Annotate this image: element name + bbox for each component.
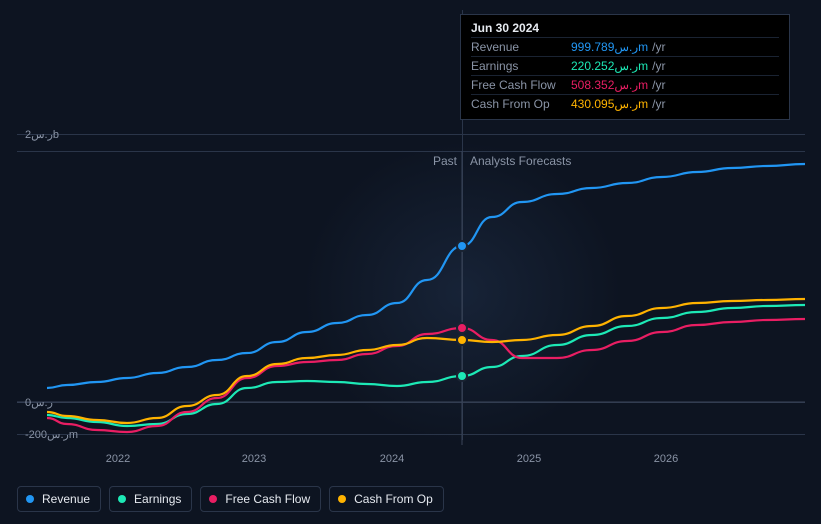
- marker-fcf: [457, 323, 467, 333]
- tooltip-row-unit: /yr: [652, 40, 665, 54]
- x-axis-label: 2023: [242, 453, 266, 465]
- marker-earnings: [457, 371, 467, 381]
- legend-item-fcf[interactable]: Free Cash Flow: [200, 486, 321, 512]
- legend-label: Earnings: [134, 492, 181, 506]
- x-axis-label: 2024: [380, 453, 404, 465]
- tooltip-row-unit: /yr: [652, 78, 665, 92]
- tooltip-row-value: ر.س220.252m: [571, 59, 648, 73]
- x-axis-label: 2025: [517, 453, 541, 465]
- y-axis-label: -ر.س200m: [25, 428, 78, 441]
- tooltip-row-unit: /yr: [652, 59, 665, 73]
- legend-swatch: [118, 495, 126, 503]
- tooltip-row-label: Cash From Op: [471, 97, 571, 111]
- legend-swatch: [338, 495, 346, 503]
- tooltip-row: Free Cash Flowر.س508.352m/yr: [471, 75, 779, 94]
- legend-item-earnings[interactable]: Earnings: [109, 486, 192, 512]
- tooltip-row-label: Revenue: [471, 40, 571, 54]
- marker-cfo: [457, 335, 467, 345]
- legend-label: Cash From Op: [354, 492, 433, 506]
- series-earnings: [47, 305, 805, 426]
- tooltip-row-label: Free Cash Flow: [471, 78, 571, 92]
- tooltip-row-label: Earnings: [471, 59, 571, 73]
- x-axis-label: 2022: [106, 453, 130, 465]
- tooltip: Jun 30 2024 Revenueر.س999.789m/yrEarning…: [460, 14, 790, 120]
- tooltip-row-value: ر.س508.352m: [571, 78, 648, 92]
- legend: Revenue Earnings Free Cash Flow Cash From O…: [17, 486, 444, 512]
- marker-revenue: [457, 241, 467, 251]
- legend-swatch: [26, 495, 34, 503]
- tooltip-row: Earningsر.س220.252m/yr: [471, 56, 779, 75]
- legend-label: Revenue: [42, 492, 90, 506]
- x-axis-label: 2026: [654, 453, 678, 465]
- tooltip-row: Cash From Opر.س430.095m/yr: [471, 94, 779, 113]
- series-fcf: [47, 319, 805, 432]
- series-revenue: [47, 164, 805, 388]
- tooltip-title: Jun 30 2024: [471, 21, 779, 37]
- y-axis-label: ر.س0: [25, 396, 53, 409]
- tooltip-row: Revenueر.س999.789m/yr: [471, 37, 779, 56]
- series-cfo: [47, 299, 805, 423]
- tooltip-row-value: ر.س430.095m: [571, 97, 648, 111]
- tooltip-row-value: ر.س999.789m: [571, 40, 648, 54]
- tooltip-row-unit: /yr: [652, 97, 665, 111]
- legend-label: Free Cash Flow: [225, 492, 310, 506]
- legend-item-revenue[interactable]: Revenue: [17, 486, 101, 512]
- legend-swatch: [209, 495, 217, 503]
- legend-item-cfo[interactable]: Cash From Op: [329, 486, 444, 512]
- y-axis-label: ر.س2b: [25, 128, 59, 141]
